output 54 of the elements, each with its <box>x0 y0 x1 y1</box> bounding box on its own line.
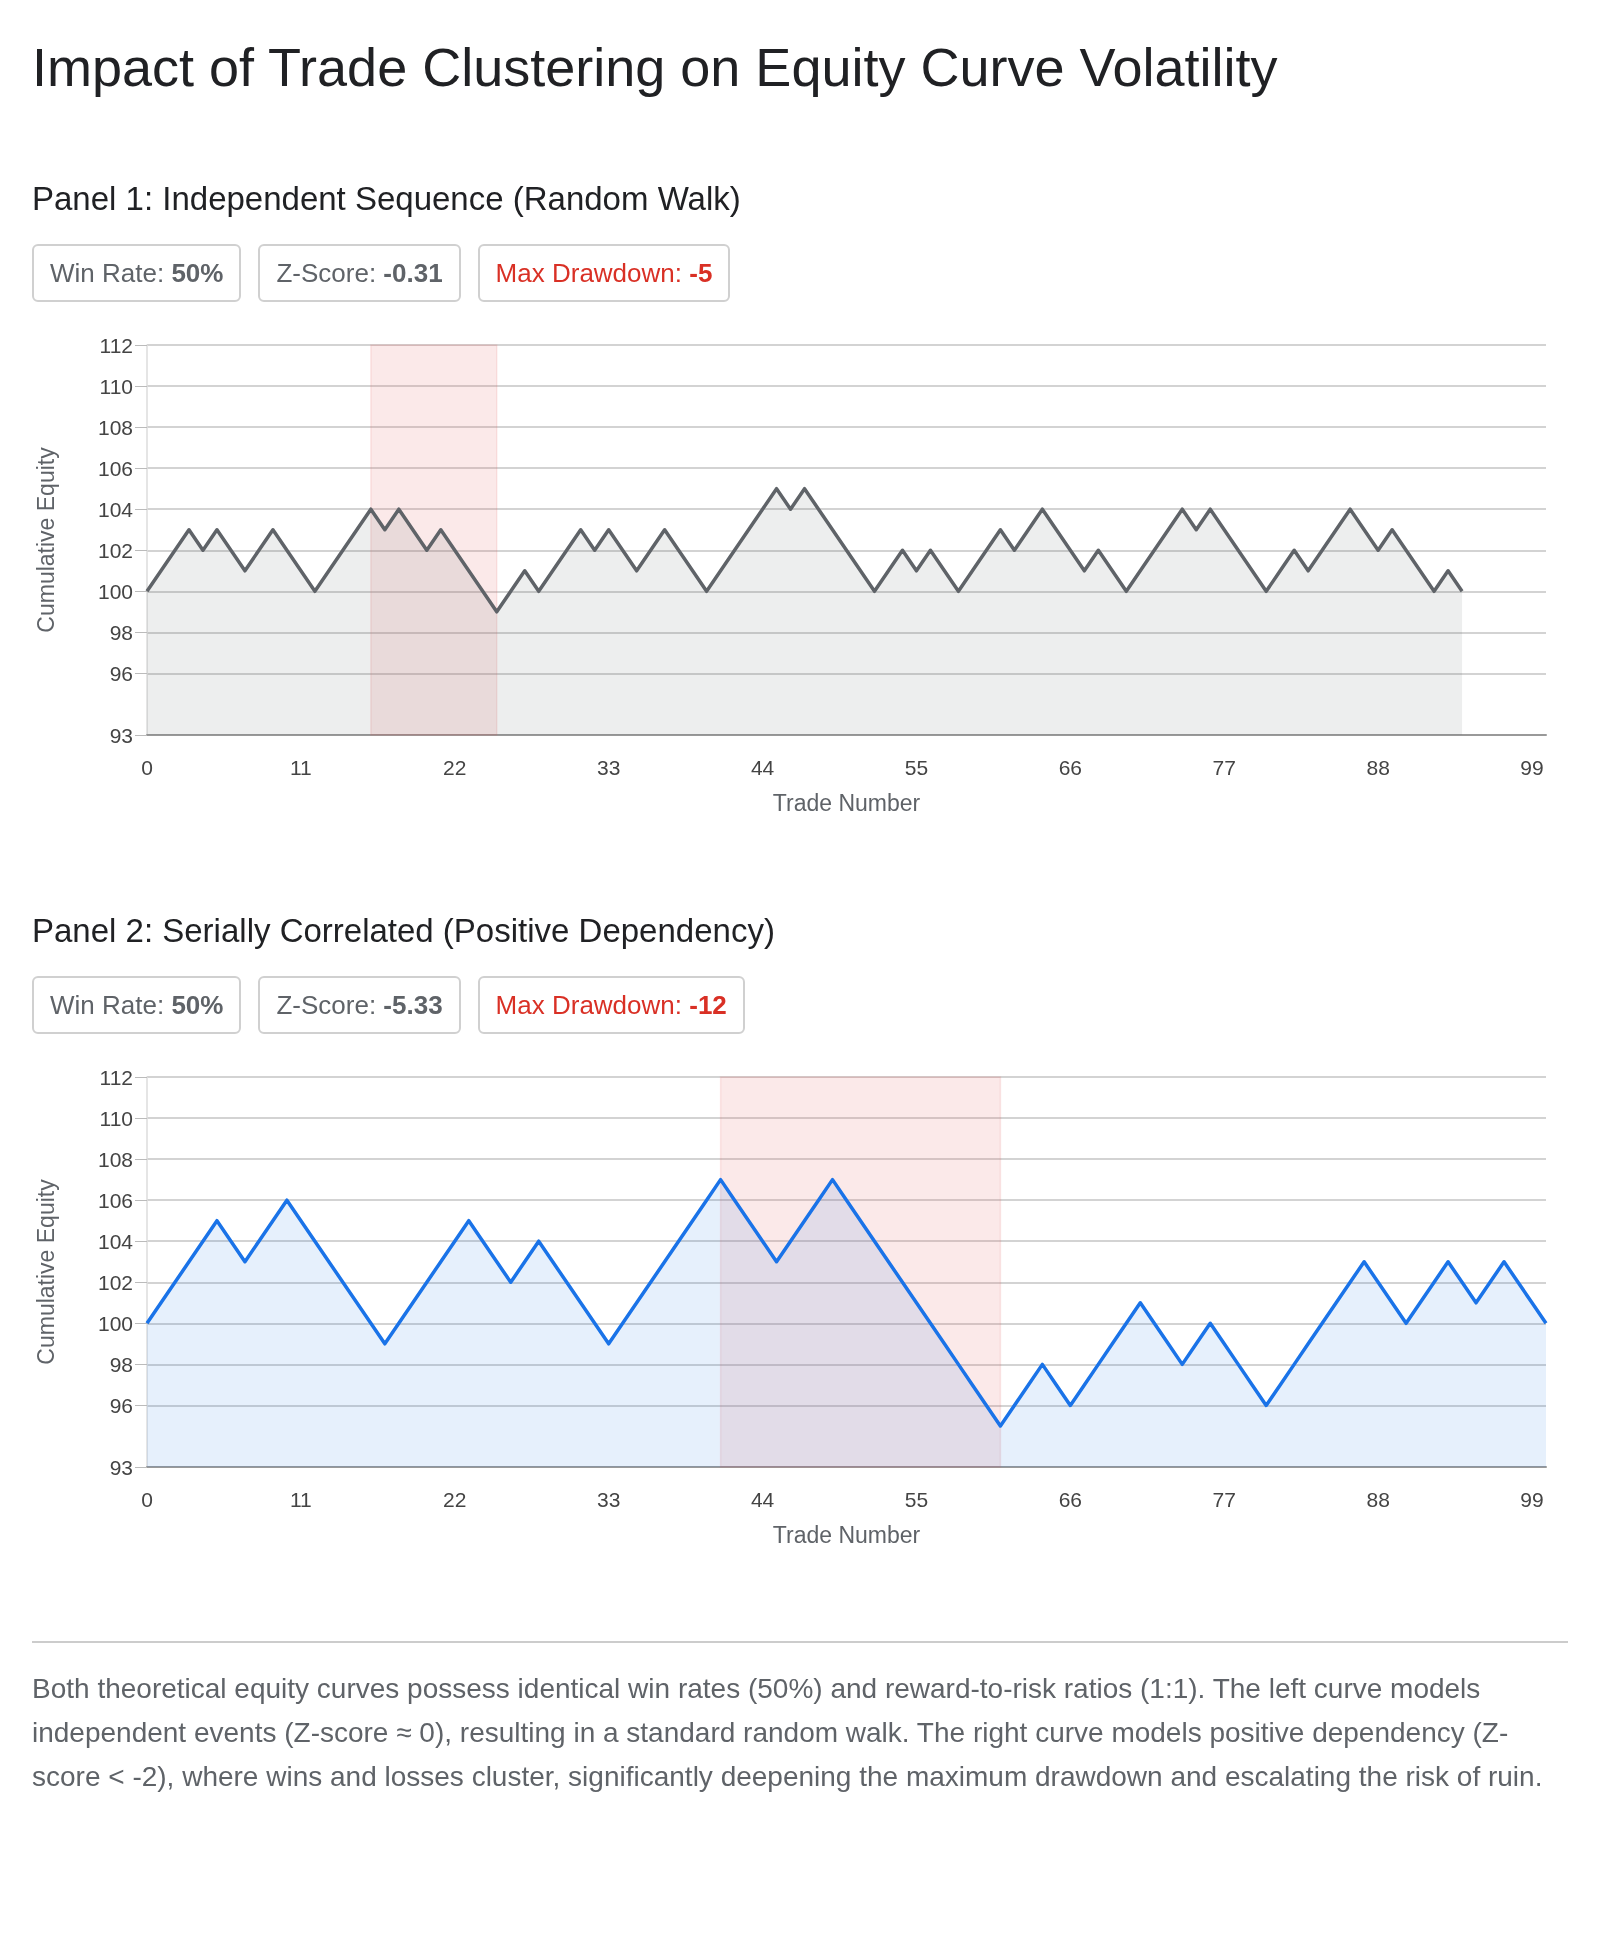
y-tick-label: 102 <box>97 1270 133 1294</box>
text: Z-Score: -0.31 <box>276 258 443 288</box>
text: Both theoretical equity curves possess identical win rates (50%) and reward-to-risk ratios (1:1). The left curve models independent events (Z-score ≈ 0), resulting in a standard random walk. The right curve models positive dependency (Z-score < -2), where wins and losses cluster, significantly deepening the maximum drawdown and escalating the risk of ruin. <box>32 1641 1568 1799</box>
x-tick-label: 33 <box>596 1488 621 1511</box>
x-tick-label: 88 <box>1366 1488 1390 1511</box>
x-tick-label: 66 <box>1058 1488 1083 1511</box>
x-tick-label: 55 <box>904 1488 929 1511</box>
chart-title: Impact of Trade Clustering on Equity Curve Volatility <box>31 36 1279 99</box>
y-tick-label: 93 <box>109 723 133 747</box>
text: Max Drawdown: -12 <box>495 990 727 1020</box>
y-tick-label: 96 <box>109 661 133 685</box>
x-tick-label: 11 <box>289 1488 312 1511</box>
y-tick-label: 110 <box>99 374 133 398</box>
y-tick-label: 106 <box>97 456 133 480</box>
y-tick-label: 106 <box>97 1188 133 1212</box>
y-tick-label: 108 <box>97 1147 133 1171</box>
chart-subtitle: Panel 2: Serially Correlated (Positive Dependency) <box>31 912 776 950</box>
text: Win Rate: 50% <box>50 990 224 1020</box>
text: Z-Score: -5.33 <box>276 990 443 1020</box>
x-tick-label: 66 <box>1058 756 1083 779</box>
y-tick-label: 96 <box>109 1393 133 1417</box>
y-tick-label: 110 <box>99 1106 133 1130</box>
x-tick-label: 88 <box>1366 756 1390 779</box>
chart-subtitle: Panel 1: Independent Sequence (Random Walk) <box>31 180 742 218</box>
y-tick-label: 93 <box>109 1455 133 1479</box>
x-tick-label: 55 <box>904 756 929 779</box>
y-tick-label: 104 <box>97 1229 134 1253</box>
y-tick-label: 102 <box>97 538 133 562</box>
y-tick-label: 100 <box>97 1311 133 1335</box>
x-tick-label: 77 <box>1212 1488 1236 1511</box>
text: Max Drawdown: -5 <box>495 258 713 288</box>
x-tick-label: 0 <box>141 1488 153 1511</box>
x-tick-label: 22 <box>443 1488 467 1511</box>
y-tick-label: 112 <box>99 1065 133 1089</box>
x-tick-label: 99 <box>1520 756 1544 779</box>
x-axis-title: Trade Number <box>772 1521 921 1548</box>
x-tick-label: 99 <box>1520 1488 1544 1511</box>
x-tick-label: 33 <box>596 756 621 779</box>
y-tick-label: 104 <box>97 497 134 521</box>
y-tick-label: 108 <box>97 415 133 439</box>
y-tick-label: 98 <box>109 620 133 644</box>
y-axis-title: Cumulative Equity <box>32 446 59 633</box>
x-tick-label: 0 <box>141 756 153 779</box>
x-tick-label: 22 <box>443 756 467 779</box>
x-tick-label: 77 <box>1212 756 1236 779</box>
y-axis-title: Cumulative Equity <box>32 1178 59 1365</box>
x-tick-label: 44 <box>750 1488 775 1511</box>
x-axis-title: Trade Number <box>772 789 921 816</box>
text: Win Rate: 50% <box>50 258 224 288</box>
x-tick-label: 11 <box>289 756 312 779</box>
y-tick-label: 100 <box>97 579 133 603</box>
y-tick-label: 112 <box>99 333 133 357</box>
y-tick-label: 98 <box>109 1352 133 1376</box>
x-tick-label: 44 <box>750 756 775 779</box>
